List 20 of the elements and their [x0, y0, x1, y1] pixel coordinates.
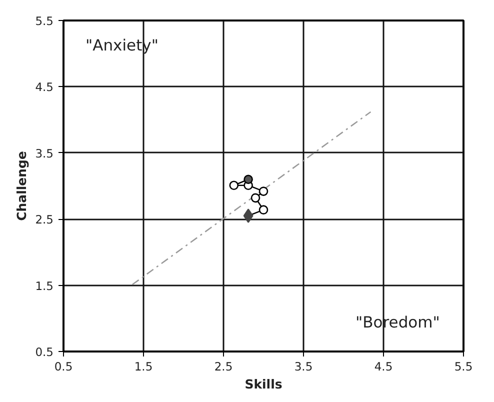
x-tick-label: 5.5 — [454, 360, 473, 374]
point — [250, 193, 260, 203]
x-tick-label: 1.5 — [134, 360, 153, 374]
y-tick-label: 3.5 — [35, 146, 54, 160]
y-tick-label: 0.5 — [35, 345, 54, 359]
point — [229, 180, 239, 190]
point — [243, 208, 254, 223]
x-tick-label: 3.5 — [294, 360, 313, 374]
y-axis-title: Challenge — [14, 151, 30, 221]
x-tick-label: 2.5 — [214, 360, 233, 374]
point — [244, 174, 253, 184]
x-tick-label: 0.5 — [54, 360, 73, 374]
y-tick-label: 1.5 — [35, 278, 54, 293]
point — [258, 186, 268, 196]
y-tick-label: 2.5 — [35, 212, 54, 227]
point — [258, 205, 268, 214]
x-axis-title: Skills — [244, 376, 282, 392]
y-tick-label: 4.5 — [35, 80, 54, 94]
y-tick-label: 5.5 — [35, 14, 54, 28]
x-tick-label: 4.5 — [374, 360, 393, 374]
